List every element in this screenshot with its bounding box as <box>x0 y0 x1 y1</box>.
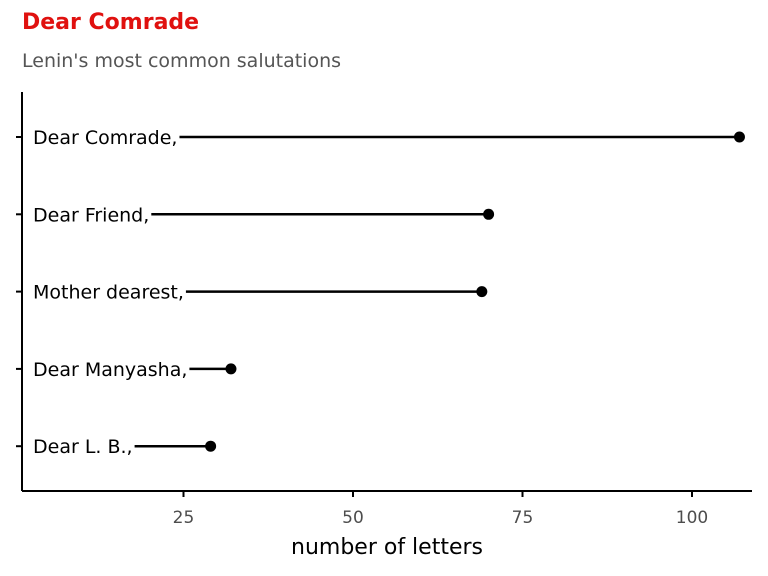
category-label: Dear Comrade, <box>33 127 177 149</box>
chart-subtitle: Lenin's most common salutations <box>22 50 342 72</box>
lollipop-dot <box>483 208 495 220</box>
chart-title: Dear Comrade <box>22 10 200 35</box>
category-label: Dear L. B., <box>33 436 133 458</box>
axes <box>16 92 752 492</box>
x-tick-label: 25 <box>173 508 195 528</box>
category-label: Dear Friend, <box>33 204 149 226</box>
lollipop-dot <box>225 363 237 375</box>
lollipop-dot <box>733 131 745 143</box>
x-tick-label: 75 <box>512 508 534 528</box>
x-tick-label: 50 <box>342 508 364 528</box>
x-tick-label: 100 <box>676 508 708 528</box>
category-label: Dear Manyasha, <box>33 359 187 381</box>
x-axis-title: number of letters <box>291 535 483 560</box>
category-label: Mother dearest, <box>33 282 184 304</box>
lollipop-dot <box>205 440 217 452</box>
x-axis-ticks: 25 50 75 100 <box>173 491 708 528</box>
lollipop-dot <box>476 286 488 298</box>
chart-marks: Dear Comrade, Dear Friend, Mother dearest,… <box>33 127 745 458</box>
